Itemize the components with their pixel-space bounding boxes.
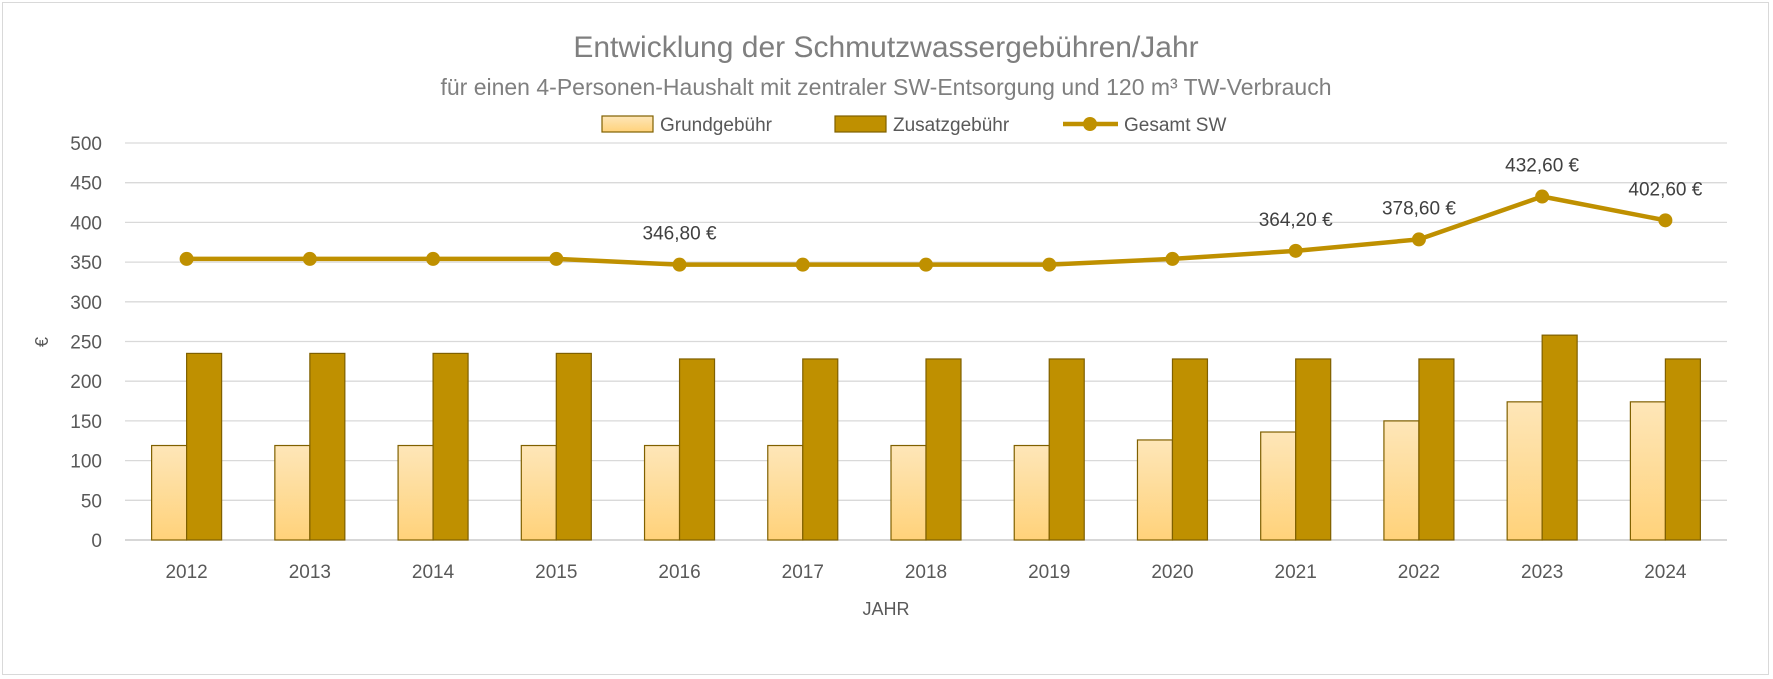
bar-zusatzgebuehr-2014 [432, 352, 469, 541]
data-labels: 346,80 € 364,20 € 378,60 € 432,60 € 402,60 € [643, 156, 1703, 245]
data-label: 364,20 € [1259, 210, 1333, 231]
bar-grundgebuehr-2018 [890, 444, 927, 541]
x-tick-label: 2018 [905, 562, 947, 583]
bar-grundgebuehr-2014 [397, 444, 434, 541]
bar-zusatzgebuehr-2015 [555, 352, 592, 541]
x-tick-label: 2020 [1151, 562, 1193, 583]
bar-zusatzgebuehr-2020 [1171, 358, 1209, 541]
x-tick-label: 2012 [165, 562, 207, 583]
y-tick-label: 150 [70, 412, 102, 433]
x-tick-label: 2015 [535, 562, 577, 583]
bar-grundgebuehr-2017 [767, 444, 804, 541]
point-gesamt-sw-2017 [795, 257, 810, 272]
x-tick-label: 2022 [1398, 562, 1440, 583]
x-tick-label: 2016 [658, 562, 700, 583]
bar-grundgebuehr-2015 [520, 444, 557, 541]
x-tick-label: 2017 [782, 562, 824, 583]
data-label: 378,60 € [1382, 198, 1456, 219]
legend-swatch-gesamt-marker [1083, 117, 1097, 131]
point-gesamt-sw-2019 [1042, 257, 1057, 272]
x-tick-label: 2014 [412, 562, 455, 583]
bars [151, 334, 1701, 541]
y-tick-label: 100 [70, 452, 102, 473]
bar-grundgebuehr-2020 [1136, 439, 1174, 541]
legend-label: Zusatzgebühr [893, 115, 1010, 136]
y-tick-label: 400 [70, 213, 102, 234]
bar-zusatzgebuehr-2021 [1295, 358, 1332, 541]
legend-swatch-grundgebuehr [601, 115, 654, 133]
x-tick-label: 2024 [1644, 562, 1687, 583]
bar-zusatzgebuehr-2018 [925, 358, 962, 541]
point-gesamt-sw-2021 [1288, 243, 1303, 258]
y-tick-label: 200 [70, 372, 102, 393]
y-tick-label: 250 [70, 333, 102, 354]
y-tick-label: 450 [70, 174, 102, 195]
y-tick-label: 350 [70, 253, 102, 274]
x-tick-label: 2023 [1521, 562, 1563, 583]
bar-zusatzgebuehr-2022 [1418, 358, 1455, 541]
y-tick-label: 50 [81, 491, 102, 512]
bar-zusatzgebuehr-2013 [309, 352, 346, 541]
bar-zusatzgebuehr-2023 [1541, 334, 1578, 541]
x-tick-label: 2019 [1028, 562, 1070, 583]
bar-grundgebuehr-2019 [1013, 444, 1050, 541]
point-gesamt-sw-2020 [1165, 251, 1180, 266]
bar-grundgebuehr-2021 [1260, 431, 1297, 541]
bar-grundgebuehr-2012 [151, 444, 188, 541]
bar-zusatzgebuehr-2017 [802, 358, 839, 541]
total-line [179, 189, 1673, 272]
bar-zusatzgebuehr-2024 [1664, 358, 1701, 541]
bar-grundgebuehr-2023 [1506, 401, 1543, 541]
bar-zusatzgebuehr-2016 [678, 358, 716, 541]
chart-title: Entwicklung der Schmutzwassergebühren/Ja… [573, 31, 1198, 64]
legend-label: Gesamt SW [1124, 115, 1226, 136]
y-tick-label: 500 [70, 134, 102, 155]
point-gesamt-sw-2018 [919, 257, 933, 272]
data-label: 402,60 € [1628, 179, 1702, 200]
bar-grundgebuehr-2022 [1383, 420, 1420, 541]
point-gesamt-sw-2016 [672, 257, 687, 272]
x-axis-ticks: 2012 2013 2014 2015 2016 2017 2018 2019 2020 2021… [165, 562, 1686, 583]
point-gesamt-sw-2015 [549, 251, 564, 266]
y-axis-title: € [32, 337, 52, 347]
legend-label: Grundgebühr [660, 115, 773, 136]
bar-zusatzgebuehr-2012 [186, 352, 223, 541]
point-gesamt-sw-2012 [179, 251, 194, 266]
bar-grundgebuehr-2016 [643, 444, 681, 541]
y-tick-label: 0 [91, 531, 102, 552]
x-tick-label: 2021 [1275, 562, 1317, 583]
legend-swatch-zusatzgebuehr [834, 115, 887, 133]
point-gesamt-sw-2013 [302, 251, 317, 266]
x-axis-title: JAHR [862, 599, 909, 619]
y-axis-ticks: 0 50 100 150 200 250 300 350 400 450 500 [70, 134, 102, 552]
point-gesamt-sw-2024 [1658, 213, 1673, 228]
point-gesamt-sw-2023 [1535, 189, 1550, 204]
point-gesamt-sw-2022 [1411, 232, 1426, 247]
x-tick-label: 2013 [289, 562, 331, 583]
data-label: 432,60 € [1505, 156, 1579, 177]
bar-grundgebuehr-2013 [274, 444, 311, 541]
y-tick-label: 300 [70, 293, 102, 314]
legend: Grundgebühr Zusatzgebühr Gesamt SW [601, 115, 1226, 136]
bar-grundgebuehr-2024 [1629, 401, 1666, 541]
chart-subtitle: für einen 4-Personen-Haushalt mit zentra… [440, 74, 1331, 100]
bar-zusatzgebuehr-2019 [1048, 358, 1085, 541]
point-gesamt-sw-2014 [426, 251, 441, 266]
data-label: 346,80 € [643, 224, 717, 245]
